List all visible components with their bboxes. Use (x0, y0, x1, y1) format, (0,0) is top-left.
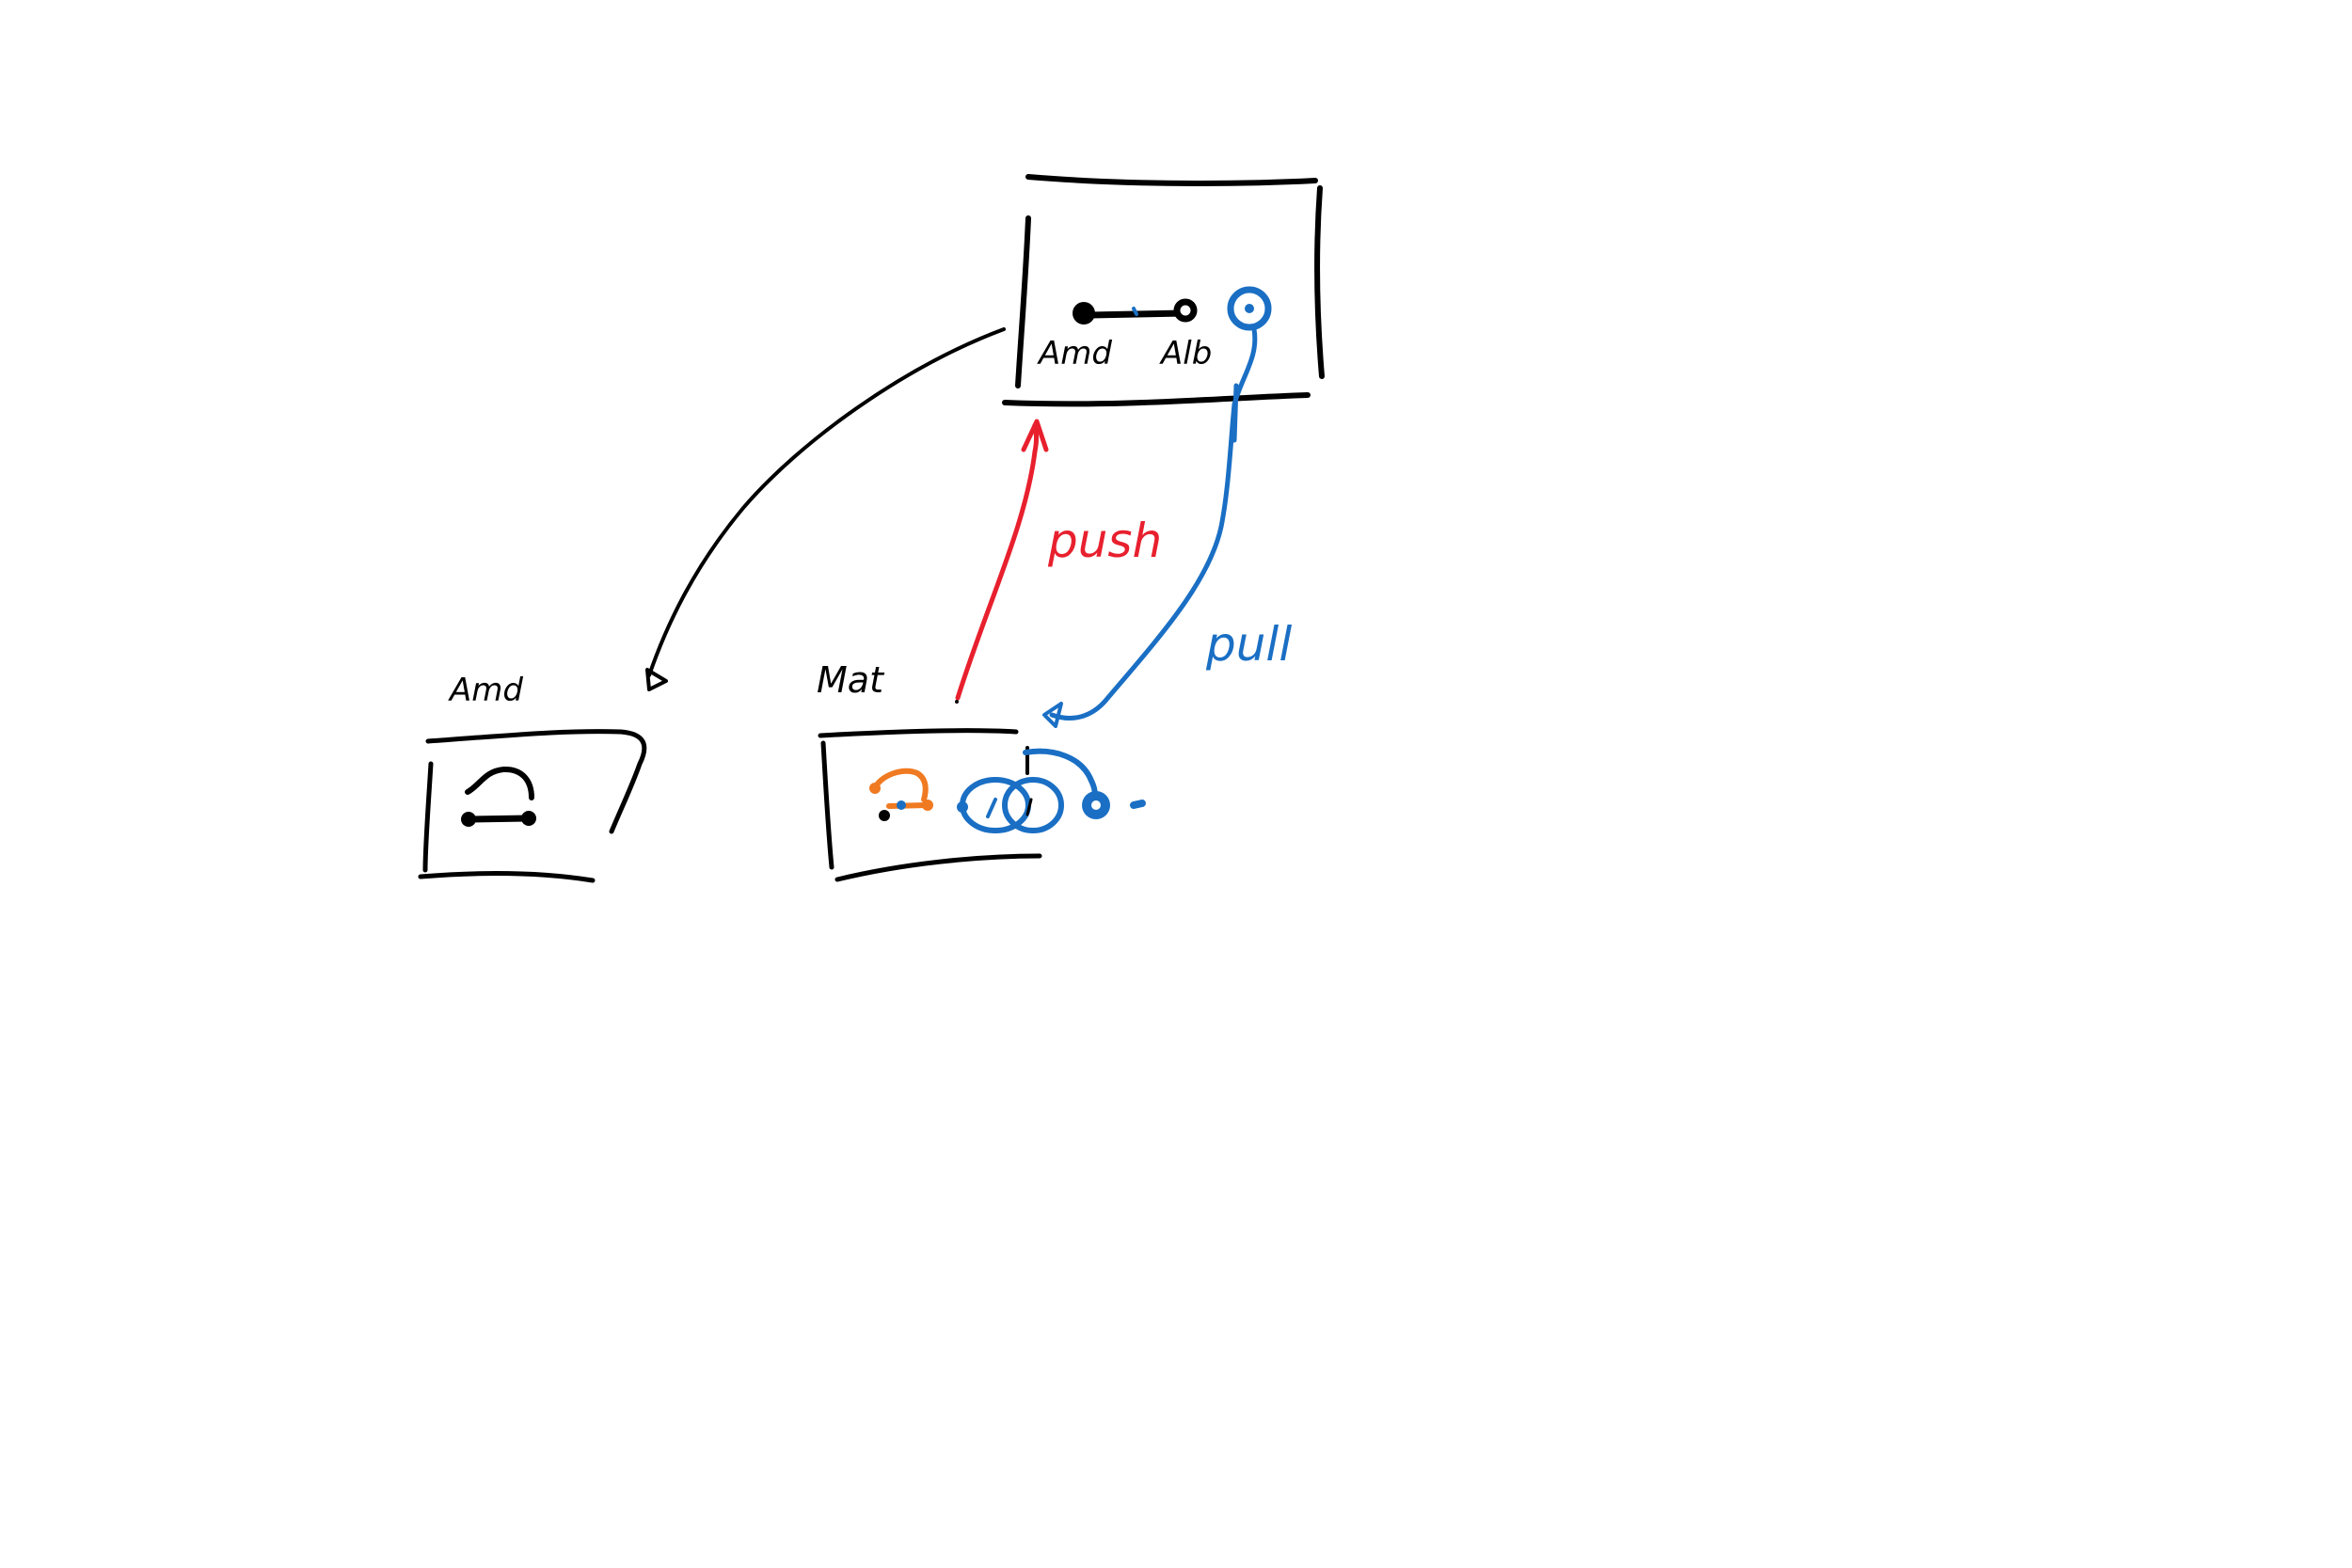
pull-arrow (1042, 326, 1258, 728)
push-arrow-head (1021, 419, 1049, 452)
push-label: push (1047, 514, 1162, 568)
local-repo-mat-label: Mat (817, 659, 885, 701)
amd-commit-node-right (521, 811, 536, 826)
local-repo-amd-box (418, 729, 647, 883)
mat-box-left-edge (820, 740, 834, 870)
remote-commit-alb-node (1173, 298, 1198, 323)
clone-arrow-line (647, 327, 1006, 677)
remote-commit-amd-node (1073, 302, 1095, 325)
mat-next-commit-dot (1130, 800, 1146, 809)
clone-arrow (645, 327, 1006, 691)
pull-label: pull (1205, 617, 1292, 672)
mat-commit-base-node (879, 810, 890, 821)
remote-box-bottom-edge (1002, 392, 1311, 407)
clone-arrow-head (645, 668, 668, 691)
push-arrow (955, 419, 1049, 701)
remote-box-right-edge (1314, 185, 1325, 379)
amd-commit-link (467, 815, 531, 823)
push-origin-dot (955, 700, 959, 704)
mat-merged-commit-center (1091, 800, 1101, 810)
mat-box-bottom-edge (834, 853, 1042, 882)
mat-blue-marker (897, 800, 906, 810)
mat-merge-circle-left (960, 777, 1031, 833)
push-arrow-line (955, 422, 1039, 701)
mat-local-commit-node (869, 783, 881, 794)
pull-arrow-line (1049, 326, 1258, 721)
remote-commit-graph (1073, 286, 1272, 331)
remote-commit-amd-label: Amd (1037, 335, 1112, 372)
remote-box-top-edge (1025, 174, 1318, 186)
pull-arrow-head (1042, 702, 1063, 728)
remote-new-commit-node (1227, 286, 1272, 331)
pull-arrow-stroke-overlap (1232, 383, 1239, 443)
remote-box-left-edge (1015, 215, 1031, 388)
mat-merge-black-mark (1025, 798, 1033, 816)
amd-box-left-edge (422, 761, 434, 873)
mat-local-branch-arc (872, 768, 929, 802)
mat-box-top-edge (818, 728, 1019, 738)
mat-local-branch-link (886, 802, 930, 809)
amd-commit-branch (465, 766, 534, 800)
mat-merge-mark (986, 798, 997, 818)
remote-commit-blue-tick (1132, 307, 1138, 316)
amd-box-bottom-edge (418, 871, 596, 883)
amd-box-top-right-edge (425, 729, 647, 834)
mat-local-commit-node-end (922, 800, 933, 811)
local-repo-amd-label: Amd (448, 672, 523, 709)
mat-commit-graph (869, 748, 1146, 833)
remote-new-commit-dot (1245, 304, 1254, 313)
amd-commit-node-left (461, 812, 476, 827)
mat-merge-circle-right (1002, 777, 1064, 833)
remote-commit-alb-label: Alb (1159, 335, 1212, 372)
amd-commit-graph (461, 766, 536, 827)
remote-repo-box (1002, 174, 1325, 407)
